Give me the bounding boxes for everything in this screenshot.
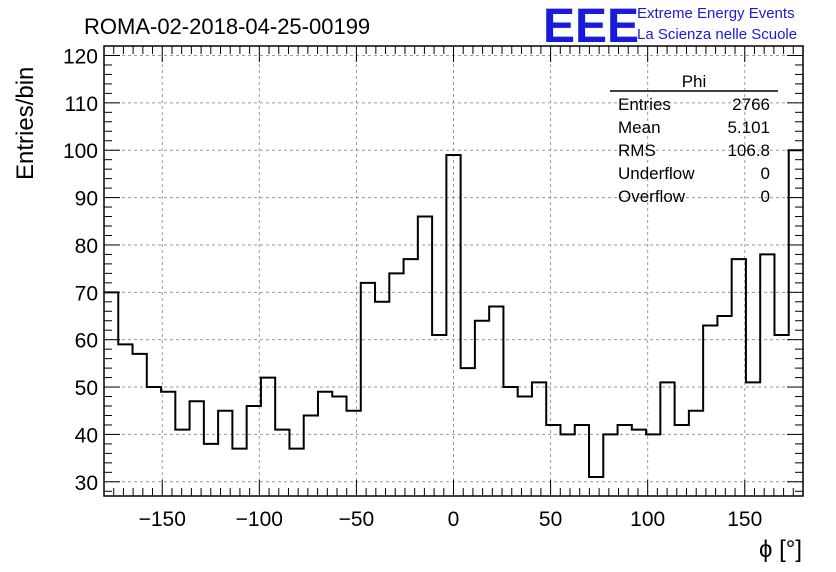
stats-label: Overflow (618, 187, 686, 206)
histogram-bin (732, 259, 746, 496)
histogram-bin (161, 392, 175, 496)
histogram-bin (575, 425, 589, 496)
y-tick-label: 40 (75, 424, 98, 447)
y-tick-label: 80 (75, 235, 98, 258)
y-tick-label: 90 (75, 188, 98, 211)
histogram-bin (589, 477, 603, 496)
histogram-bin (446, 155, 460, 496)
stats-label: Mean (618, 118, 661, 137)
histogram-bin (618, 425, 632, 496)
histogram-bin (389, 273, 403, 496)
histogram-bin (289, 449, 303, 496)
histogram-bin (418, 217, 432, 496)
stats-value: 2766 (732, 95, 770, 114)
stats-value: 0 (761, 187, 770, 206)
chart-title: ROMA-02-2018-04-25-00199 (84, 14, 370, 39)
logo-line-1: Extreme Energy Events (637, 5, 795, 22)
x-tick-label: −100 (236, 508, 283, 531)
histogram-bin (133, 354, 147, 496)
axis-ticks (104, 45, 803, 496)
histogram-bin (532, 382, 546, 496)
stats-value: 106.8 (727, 141, 770, 160)
histogram-bin (432, 335, 446, 496)
y-tick-label: 70 (75, 282, 98, 305)
histogram-bin (118, 344, 132, 496)
histogram-bin (646, 434, 660, 496)
y-tick-label: 30 (75, 472, 98, 495)
stats-label: Underflow (618, 164, 695, 183)
y-tick-label: 50 (75, 377, 98, 400)
stats-value: 0 (761, 164, 770, 183)
histogram-bin (304, 415, 318, 496)
histogram-bin (675, 425, 689, 496)
histogram-bin (104, 292, 118, 496)
histogram-bin (560, 434, 574, 496)
histogram-bin (190, 401, 204, 496)
y-tick-label: 100 (63, 140, 98, 163)
x-tick-labels: −150 −100 −50 0 50 100 150 (139, 508, 763, 531)
grid-lines (104, 46, 803, 496)
histogram-bin (489, 307, 503, 496)
x-tick-label: 100 (630, 508, 665, 531)
histogram-bin (318, 392, 332, 496)
stats-rows: Entries 2766 Mean 5.101 RMS 106.8 Underflow 0 Ov… (618, 95, 770, 206)
stats-label: RMS (618, 141, 656, 160)
stats-title: Phi (682, 72, 707, 91)
histogram-bin (603, 434, 617, 496)
histogram-bin (275, 430, 289, 496)
histogram-bin (347, 411, 361, 496)
histogram-bin (546, 425, 560, 496)
logo-line-2: La Scienza nelle Scuole (637, 26, 797, 43)
histogram-bin (760, 254, 774, 496)
y-axis-title: Entries/bin (12, 67, 39, 180)
histogram-bin (660, 382, 674, 496)
y-tick-label: 120 (63, 45, 98, 68)
histogram-bin (375, 302, 389, 496)
histogram-bin (475, 321, 489, 496)
x-tick-label: −50 (339, 508, 375, 531)
y-tick-labels: 30 40 50 60 70 80 90 100 110 120 (63, 45, 98, 494)
y-tick-label: 110 (65, 93, 98, 116)
histogram-bin (717, 316, 731, 496)
histogram-bin (518, 397, 532, 496)
histogram-bin (461, 368, 475, 496)
stats-value: 5.101 (727, 118, 770, 137)
histogram-bin (261, 378, 275, 496)
stats-label: Entries (618, 95, 671, 114)
histogram-bin (503, 387, 517, 496)
histogram-bin (703, 325, 717, 496)
histogram-bin (147, 387, 161, 496)
stats-box: Phi Entries 2766 Mean 5.101 RMS 106.8 Underflo… (610, 72, 778, 206)
histogram-bin (247, 406, 261, 496)
histogram-bin (404, 259, 418, 496)
histogram-bin (175, 430, 189, 496)
eee-logo: EEE Extreme Energy Events La Scienza nel… (543, 0, 797, 53)
histogram-bin (218, 411, 232, 496)
histogram-bin (361, 283, 375, 496)
histogram-bin (746, 382, 760, 496)
histogram-bin (774, 335, 788, 496)
logo-mark: EEE (543, 0, 639, 53)
y-tick-label: 60 (75, 330, 98, 353)
x-tick-label: 150 (727, 508, 762, 531)
x-tick-label: 50 (539, 508, 562, 531)
histogram-outline (104, 149, 803, 479)
histogram-bin (332, 397, 346, 496)
histogram-bin (689, 411, 703, 496)
x-axis-title: ϕ [°] (759, 536, 802, 563)
x-tick-label: 0 (448, 508, 460, 531)
x-tick-label: −150 (139, 508, 186, 531)
histogram-bin (632, 430, 646, 496)
